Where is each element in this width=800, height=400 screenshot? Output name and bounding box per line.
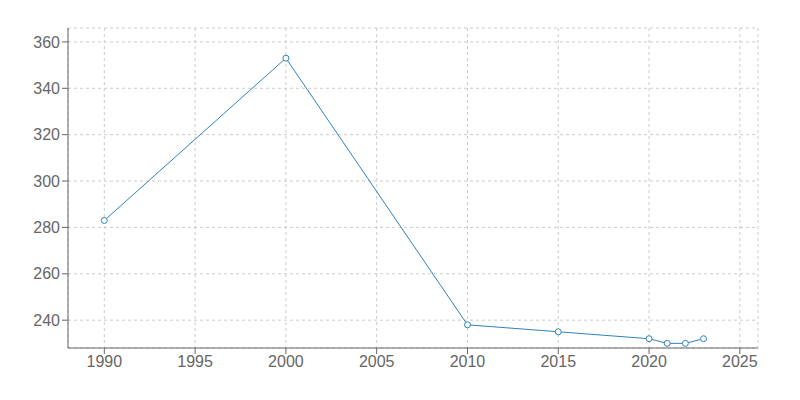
svg-text:1995: 1995	[177, 353, 213, 370]
svg-text:2000: 2000	[268, 353, 304, 370]
svg-text:2025: 2025	[722, 353, 758, 370]
svg-text:2010: 2010	[450, 353, 486, 370]
svg-text:2005: 2005	[359, 353, 395, 370]
svg-text:2015: 2015	[540, 353, 576, 370]
svg-text:260: 260	[33, 265, 60, 282]
svg-text:320: 320	[33, 126, 60, 143]
svg-text:360: 360	[33, 34, 60, 51]
svg-text:2020: 2020	[631, 353, 667, 370]
svg-text:1990: 1990	[87, 353, 123, 370]
svg-text:280: 280	[33, 219, 60, 236]
svg-text:300: 300	[33, 173, 60, 190]
svg-text:340: 340	[33, 80, 60, 97]
svg-text:240: 240	[33, 312, 60, 329]
